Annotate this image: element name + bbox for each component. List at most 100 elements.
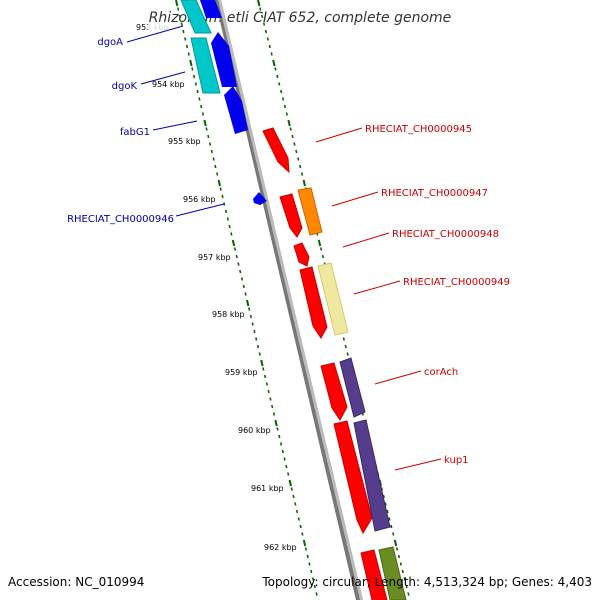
gene-RHECIAT_CH0000947-orange[interactable] [297,187,323,236]
gene-label-kup1[interactable]: kup1 [444,455,469,466]
gene-label-fabG1[interactable]: fabG1 [120,127,150,138]
track-tick [256,344,260,349]
track-tick [228,224,231,229]
left-gene-labels: dgoA dgoK fabG1 RHECIAT_CH0000946 [67,25,225,225]
gene-label-dgoK[interactable]: dgoK [112,81,138,92]
track-tick [407,592,410,596]
gene-label-dgoA[interactable]: dgoA [97,37,123,48]
track-tick [395,547,399,551]
gene-dgoA-cyan[interactable] [180,0,212,34]
gene-corAch-purple[interactable] [339,357,366,418]
track-tick [249,314,253,319]
track-tick [292,494,295,499]
gene-RHECIAT_CH0000945[interactable] [262,127,290,174]
track-tick [283,457,286,461]
track-tick [212,157,215,161]
gene-fabG1[interactable] [224,86,248,134]
track-tick [388,517,391,521]
track-tick [191,67,194,71]
track-tick [233,247,237,251]
track-tick [289,127,292,131]
track-tick [285,112,288,116]
gene-leader-line [315,127,363,143]
track-tick [403,577,406,581]
track-tick [346,352,349,356]
gene-RHECIAT_CH0000949-red[interactable] [299,266,328,339]
track-tick [405,584,408,589]
accession-text: Accession: NC_010994 [8,575,145,589]
gene-bottom-olive[interactable] [378,546,407,600]
track-tick [313,584,316,589]
track-tick [244,292,247,296]
gene-label-RHECIAT_CH0000949[interactable]: RHECIAT_CH0000949 [403,277,510,288]
track-tick [198,97,201,101]
track-tick [319,247,323,251]
track-tick [208,142,212,146]
track-tick [302,179,306,187]
gene-kup1-red[interactable] [333,420,373,535]
gene-RHECIAT_CH0000947-red[interactable] [279,193,303,238]
track-tick [304,547,308,551]
gene-leader-line [140,71,186,85]
backbone-highlight [218,0,363,600]
track-tick [271,404,274,409]
track-tick [203,119,207,127]
track-tick [217,179,221,187]
track-tick [288,479,292,487]
track-tick [201,112,205,116]
track-tick [240,277,244,281]
gene-kup1-purple[interactable] [353,419,391,532]
gene-leader-line [331,191,379,207]
track-tick [257,0,261,7]
gene-RHECIAT_CH0000946[interactable] [253,192,267,205]
track-tick [344,344,347,349]
track-tick [214,164,217,169]
track-tick [207,134,210,139]
scale-label: 954 kbp [152,80,185,89]
track-tick [281,449,284,454]
track-tick [390,524,393,529]
track-tick [278,434,281,439]
gene-label-RHECIAT_CH0000945[interactable]: RHECIAT_CH0000945 [365,124,472,135]
track-tick [299,164,302,169]
gene-RHECIAT_CH0000948[interactable] [293,242,310,267]
track-tick [321,254,325,259]
track-tick [310,569,313,574]
track-tick [200,104,203,109]
track-tick [299,524,302,529]
track-tick [317,239,322,247]
gene-leader-line [152,120,198,131]
gene-label-corAch[interactable]: corAch [424,367,458,378]
gene-RHECIAT_CH0000949-yellow[interactable] [317,262,349,336]
scale-label: 958 kbp [212,310,245,319]
gene-corAch-red[interactable] [320,362,348,421]
scale-label-mask [148,22,178,33]
gene-leader-line [374,370,422,385]
track-tick [255,337,258,341]
track-tick [278,82,281,86]
track-tick [280,89,283,94]
gene-dgoK-blue[interactable] [211,32,237,87]
gene-label-RHECIAT_CH0000948[interactable]: RHECIAT_CH0000948 [392,229,499,240]
track-tick [221,194,224,199]
track-tick [276,74,279,79]
track-tick [306,554,309,559]
track-tick [399,562,402,566]
track-tick [274,419,278,427]
gene-dgoA-blue[interactable] [200,0,222,18]
right-gene-labels: RHECIAT_CH0000945 RHECIAT_CH0000947 RHECIA… [315,124,510,471]
gene-dgoK-cyan[interactable] [190,37,221,94]
track-tick [175,0,179,7]
track-tick [287,472,290,476]
track-tick [392,532,395,536]
track-tick [187,52,190,56]
track-tick [178,14,182,19]
gene-label-RHECIAT_CH0000947[interactable]: RHECIAT_CH0000947 [381,188,488,199]
gene-bottom-red[interactable] [360,549,388,600]
track-tick [293,142,296,146]
genome-summary-text: Topology: circular; Length: 4,513,324 bp… [262,575,592,589]
track-tick [176,7,180,11]
gene-label-RHECIAT_CH0000946[interactable]: RHECIAT_CH0000946 [67,214,174,225]
